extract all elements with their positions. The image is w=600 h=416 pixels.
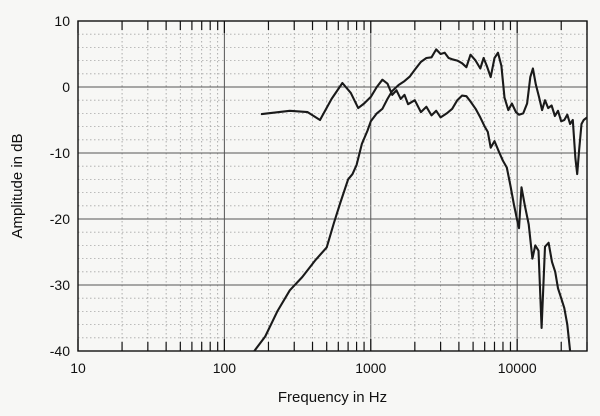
x-tick-label: 10 — [70, 360, 86, 376]
y-tick-label: -30 — [50, 277, 70, 293]
x-tick-label: 10000 — [498, 360, 537, 376]
y-tick-label: 10 — [54, 13, 70, 29]
y-tick-label: 0 — [62, 79, 70, 95]
series-line-2 — [253, 48, 587, 351]
x-tick-label: 1000 — [355, 360, 386, 376]
y-axis-title: Amplitude in dB — [9, 133, 26, 238]
x-tick-label: 100 — [213, 360, 237, 376]
series-line-1 — [260, 78, 572, 351]
y-tick-label: -10 — [50, 145, 70, 161]
series-layer — [253, 48, 587, 351]
minor-ticks — [77, 21, 588, 351]
y-tick-label: -40 — [50, 343, 70, 359]
x-axis-title: Frequency in Hz — [278, 389, 387, 406]
plot-frame — [77, 20, 588, 352]
y-tick-label: -20 — [50, 211, 70, 227]
